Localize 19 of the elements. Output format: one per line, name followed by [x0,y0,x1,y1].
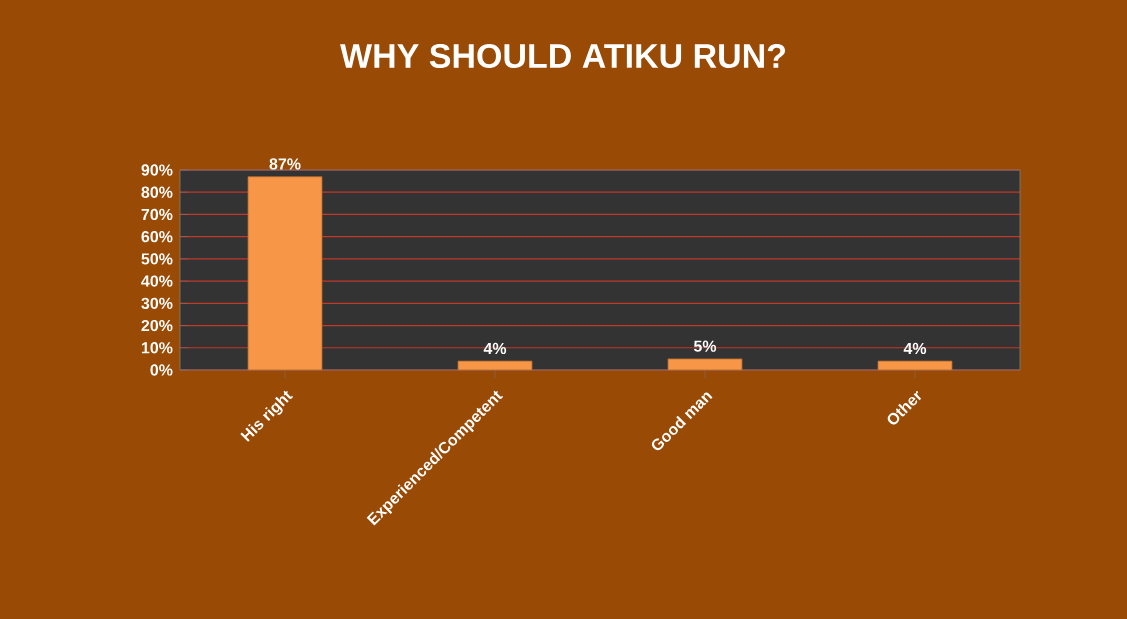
y-tick-label: 0% [150,364,173,376]
y-tick-label: 90% [141,164,173,176]
bar [667,358,743,371]
data-label: 4% [903,342,927,355]
y-tick-label: 40% [141,275,173,287]
y-tick-label: 20% [141,319,173,332]
data-label: 5% [693,340,717,352]
y-tick-label: 30% [141,297,173,310]
bar [877,360,953,371]
data-label: 87% [269,158,301,170]
y-tick-label: 60% [141,231,173,243]
y-tick-label: 70% [141,208,173,221]
y-tick-label: 50% [141,253,173,265]
chart-title: WHY SHOULD ATIKU RUN? [340,43,786,69]
y-tick-label: 10% [141,342,173,354]
bar [457,360,533,371]
data-label: 4% [483,342,507,355]
y-tick-label: 80% [141,186,173,198]
bar [247,176,323,371]
